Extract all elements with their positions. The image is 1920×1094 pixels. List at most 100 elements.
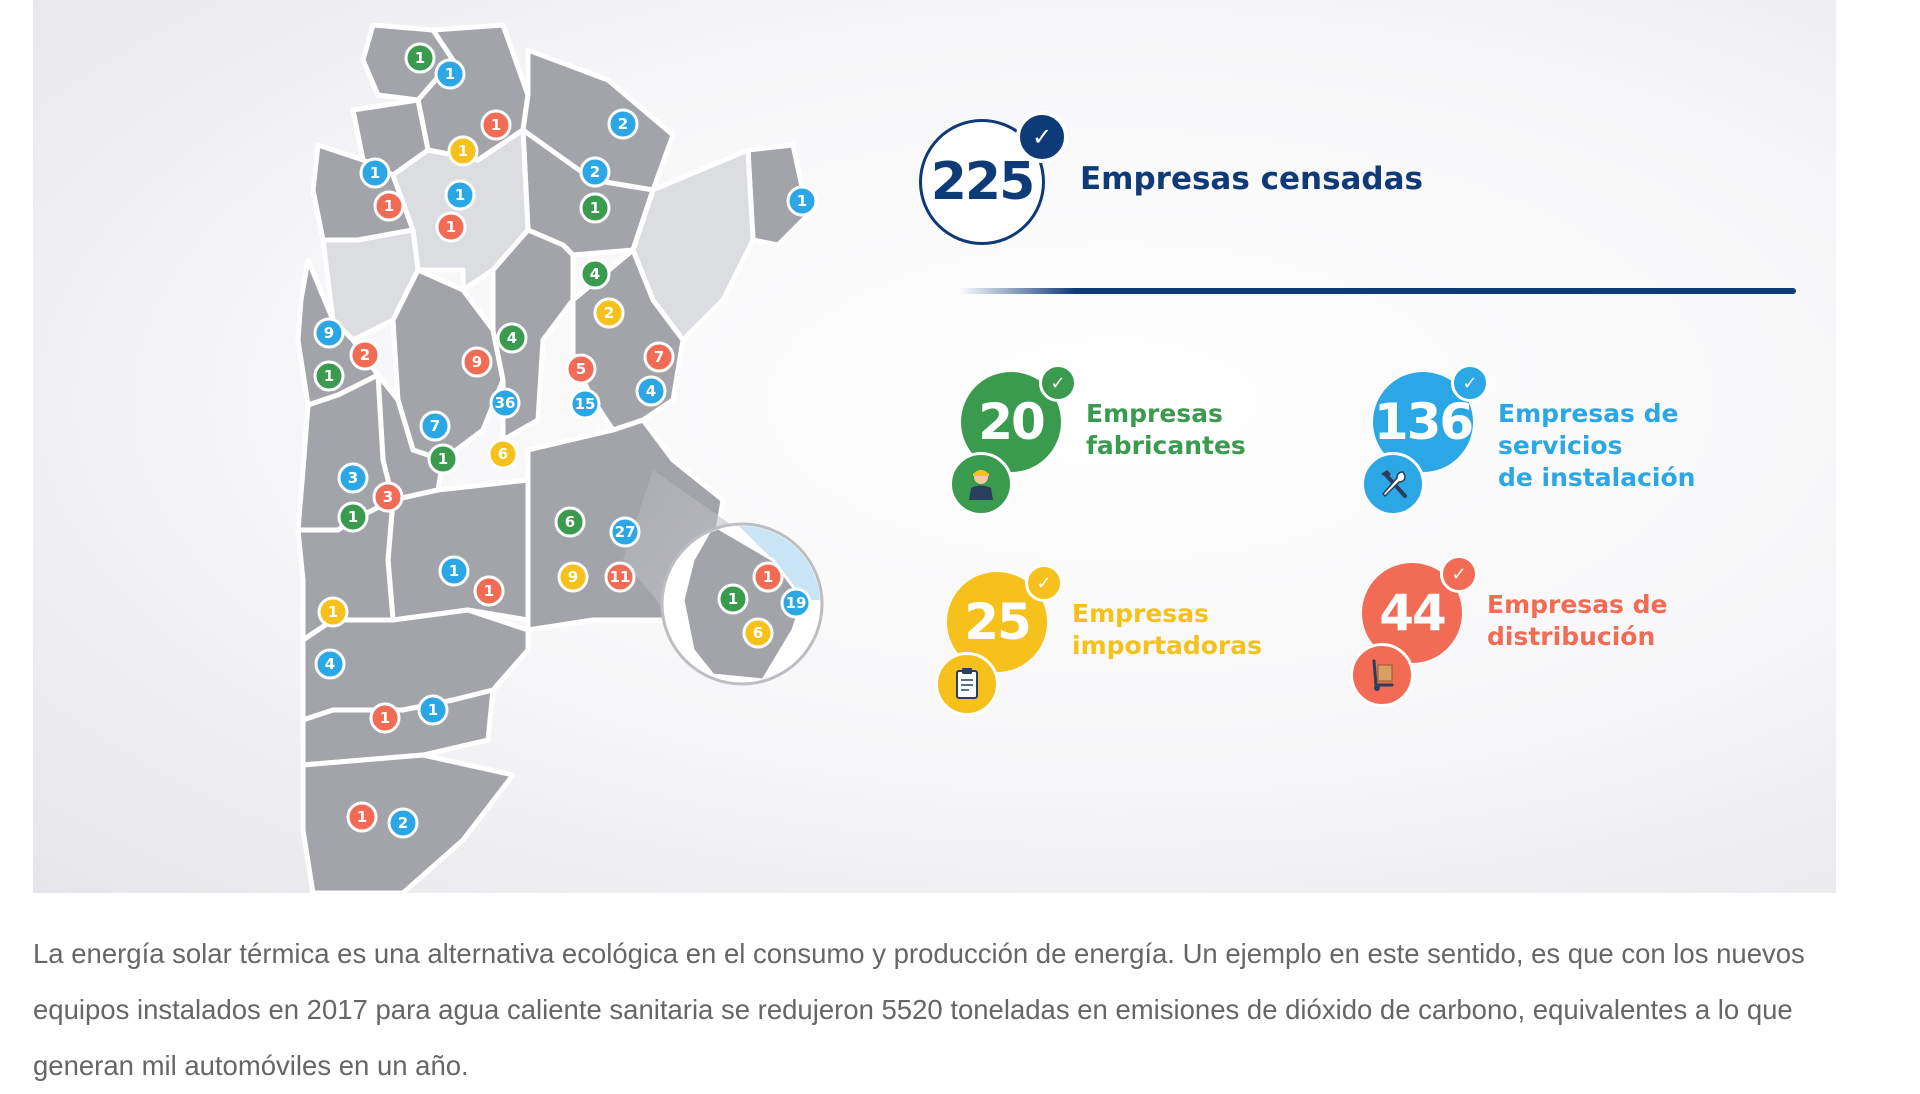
map-marker: 1 [480,109,512,141]
check-icon: ✓ [1016,111,1068,163]
marker-value: 1 [458,142,468,160]
marker-circle [487,438,519,470]
marker-circle [752,561,784,593]
map-marker: 36 [489,387,521,419]
map-marker: 5 [565,353,597,385]
marker-circle [604,561,636,593]
marker-circle [373,190,405,222]
marker-value: 1 [484,582,494,600]
map-marker: 2 [387,807,419,839]
marker-circle [780,587,812,619]
marker-value: 9 [324,324,334,342]
marker-value: 4 [646,382,656,400]
marker-circle [557,561,589,593]
marker-value: 1 [728,590,738,608]
marker-value: 7 [654,348,664,366]
marker-circle [372,481,404,513]
marker-value: 9 [472,353,482,371]
map-marker: 11 [604,561,636,593]
headline-total: 225 ✓ Empresas censadas [919,111,1519,251]
map-marker: 1 [346,801,378,833]
map-marker: 1 [717,583,749,615]
marker-value: 3 [383,488,393,506]
marker-value: 1 [763,568,773,586]
marker-value: 1 [590,199,600,217]
marker-value: 15 [575,395,596,413]
marker-value: 1 [415,49,425,67]
caption-paragraph: La energía solar térmica es una alternat… [33,937,1805,1081]
marker-value: 3 [348,469,358,487]
marker-circle [607,108,639,140]
check-icon: ✓ [1039,364,1077,402]
marker-circle [419,410,451,442]
check-icon: ✓ [1451,364,1489,402]
marker-value: 6 [753,624,763,642]
marker-value: 1 [384,197,394,215]
marker-value: 1 [491,116,501,134]
map-marker: 7 [643,341,675,373]
marker-circle [569,388,601,420]
stat-fabricantes: 20 ✓ Empresas fabricantes [949,364,1341,542]
map-marker: 15 [569,388,601,420]
marker-circle [313,317,345,349]
divider-line [958,288,1796,294]
marker-circle [554,506,586,538]
province-santa-fe [490,227,576,443]
marker-circle [435,211,467,243]
marker-value: 2 [604,304,614,322]
argentina-province-map: 1 1 1 1 2 1 1 1 1 2 1 1 4 2 9 2 1 4 9 5 7 36 15 4 7 1 6 3 3 1 6 27 1 1 9 11… [33,0,893,893]
check-icon: ✓ [1025,564,1063,602]
marker-circle [444,179,476,211]
marker-value: 2 [398,814,408,832]
map-marker: 27 [609,516,641,548]
marker-circle [496,322,528,354]
marker-circle [317,596,349,628]
marker-circle [609,516,641,548]
marker-circle [427,443,459,475]
marker-value: 1 [370,164,380,182]
marker-circle [480,109,512,141]
marker-value: 4 [507,329,517,347]
infographic: 1 1 1 1 2 1 1 1 1 2 1 1 4 2 9 2 1 4 9 5 7 36 15 4 7 1 6 3 3 1 6 27 1 1 9 11… [33,0,1836,893]
map-marker: 2 [579,156,611,188]
total-circle: 225 [919,119,1045,245]
map-marker: 2 [607,108,639,140]
marker-value: 1 [455,186,465,204]
map-marker: 1 [438,555,470,587]
marker-circle [337,462,369,494]
map-marker: 1 [579,192,611,224]
map-marker: 1 [752,561,784,593]
marker-value: 5 [576,360,586,378]
map-marker: 4 [635,375,667,407]
province-la-pampa [385,477,531,623]
map-marker: 3 [372,481,404,513]
marker-circle [473,575,505,607]
map-marker: 19 [780,587,812,619]
marker-value: 1 [445,65,455,83]
map-marker: 7 [419,410,451,442]
map-marker: 2 [349,339,381,371]
clipboard-icon [935,652,999,716]
marker-circle [461,346,493,378]
map-marker: 1 [337,501,369,533]
marker-circle [447,135,479,167]
marker-circle [359,157,391,189]
map-marker: 1 [373,190,405,222]
marker-circle [438,555,470,587]
worker-icon [949,452,1013,516]
map-marker: 1 [359,157,391,189]
marker-value: 4 [325,655,335,673]
marker-value: 2 [360,346,370,364]
map-marker: 1 [435,211,467,243]
marker-circle [314,648,346,680]
marker-value: 1 [428,701,438,719]
map-marker: 1 [313,360,345,392]
marker-value: 1 [357,808,367,826]
map-marker: 1 [447,135,479,167]
stat-instalacion: 136 ✓ Empresas de servicios de instalaci… [1361,364,1753,542]
marker-value: 1 [449,562,459,580]
map-marker: 1 [369,702,401,734]
map-marker: 9 [313,317,345,349]
map-marker: 9 [557,561,589,593]
